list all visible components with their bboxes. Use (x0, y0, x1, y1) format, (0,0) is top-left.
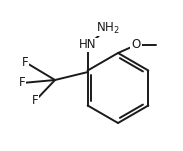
Text: F: F (22, 56, 28, 69)
Text: HN: HN (79, 39, 97, 51)
Text: O: O (131, 39, 141, 51)
Text: F: F (19, 77, 25, 90)
Text: F: F (32, 95, 38, 108)
Text: NH$_2$: NH$_2$ (96, 20, 120, 35)
